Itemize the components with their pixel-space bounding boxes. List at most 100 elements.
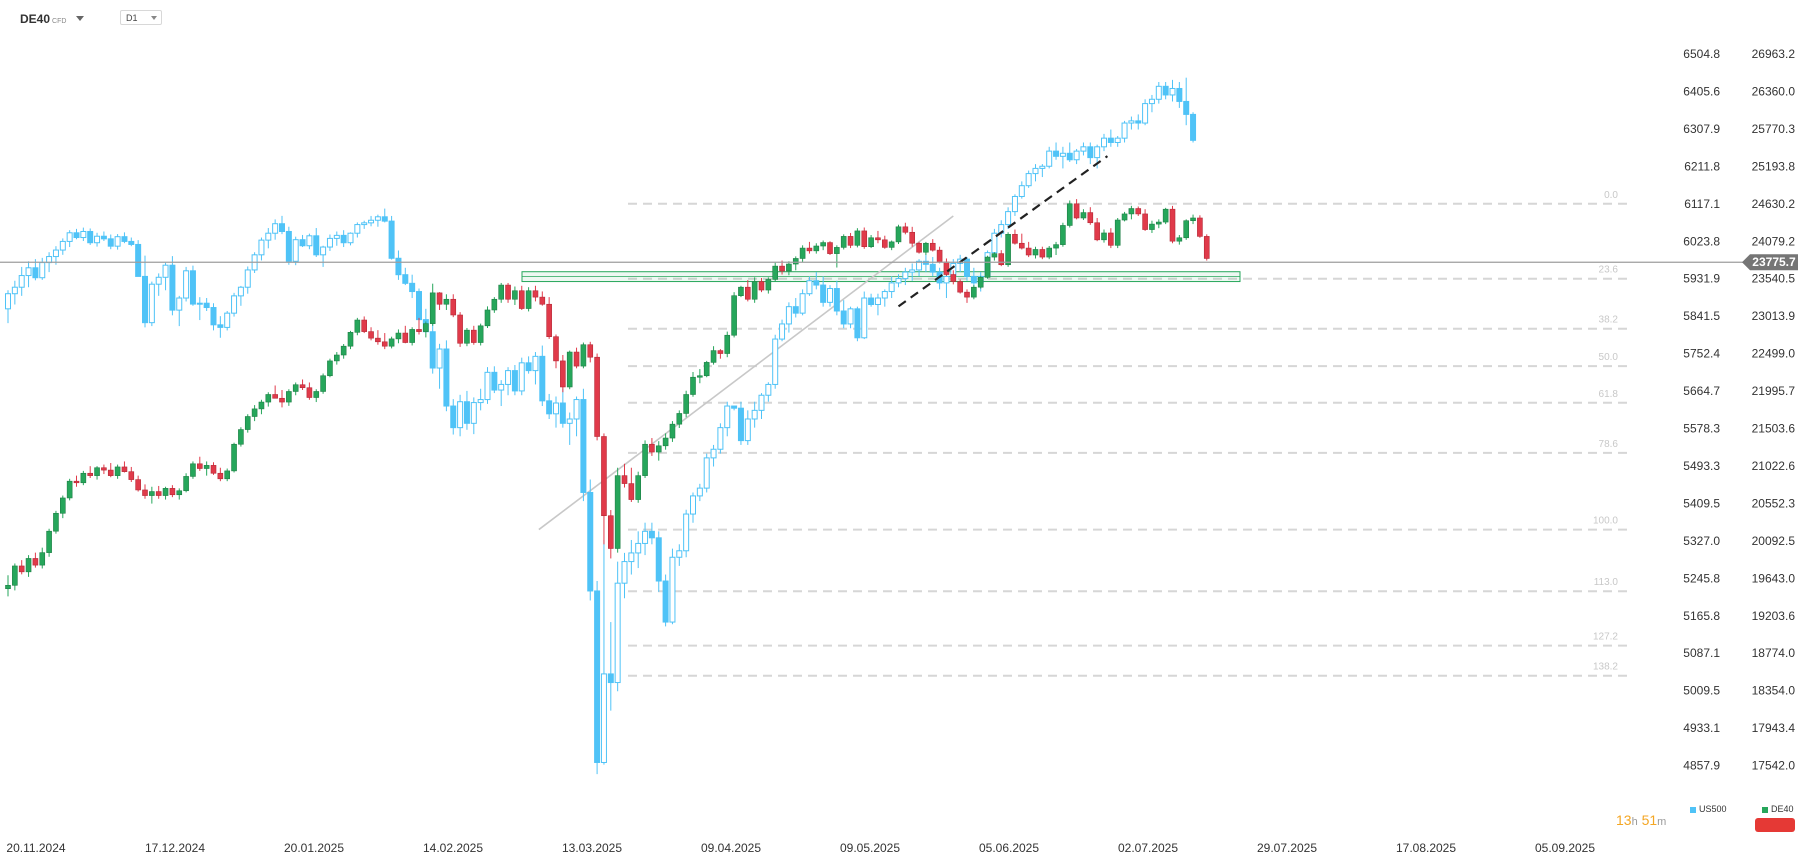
x-axis-label: 17.12.2024 <box>145 841 205 855</box>
y-axis-right-label: 21995.7 <box>1752 384 1796 398</box>
candle-body <box>347 232 354 244</box>
candle-body <box>971 286 977 298</box>
timeframe-select[interactable]: D1 <box>120 10 162 25</box>
fib-label: 113.0 <box>1594 577 1619 588</box>
y-axis-left-label: 5664.7 <box>1683 384 1720 398</box>
candle-body <box>320 375 326 392</box>
x-axis-label: 20.11.2024 <box>6 841 65 855</box>
candle-body <box>347 332 354 347</box>
candle-body <box>621 475 628 484</box>
candle-body <box>600 673 607 763</box>
symbol-dropdown-caret-icon[interactable] <box>76 16 84 21</box>
candle-body <box>970 275 977 284</box>
candle-body <box>1156 221 1162 225</box>
candle-body <box>80 230 87 239</box>
candle-body <box>1073 203 1080 219</box>
candle-body <box>1060 225 1066 245</box>
candle-body <box>697 375 703 378</box>
candle-body <box>1169 87 1176 96</box>
candle-body <box>799 293 806 314</box>
candle-body <box>607 673 614 684</box>
candle-body <box>272 394 278 399</box>
candle-body <box>1128 208 1135 215</box>
candle-body <box>929 242 936 251</box>
candle-body <box>785 306 792 325</box>
candle-body <box>1046 150 1053 167</box>
y-axis-right-label: 23540.5 <box>1752 272 1796 286</box>
candle-body <box>854 230 861 246</box>
candle-body <box>457 314 463 344</box>
candle-body <box>525 290 532 309</box>
candle-body <box>902 271 909 280</box>
candle-body <box>1176 237 1183 242</box>
candle-body <box>916 242 922 253</box>
candle-body <box>238 429 244 445</box>
timeframe-value: D1 <box>126 13 138 23</box>
symbol-selector[interactable]: DE40 CFD <box>20 12 66 26</box>
candle-body <box>1197 217 1203 237</box>
candle-body <box>1059 152 1066 157</box>
candle-body <box>443 298 450 305</box>
candle-body <box>1135 120 1142 124</box>
legend-us500[interactable]: US500 <box>1690 804 1727 814</box>
candle-body <box>149 491 155 496</box>
chart-toolbar: DE40 CFD D1 <box>0 0 1810 36</box>
candle-body <box>388 338 395 347</box>
candle-body <box>423 323 429 332</box>
candle-body <box>875 237 881 241</box>
candle-body <box>11 286 18 295</box>
candle-body <box>703 362 710 377</box>
candle-body <box>655 445 662 453</box>
candle-body <box>12 565 18 586</box>
candle-body <box>128 471 135 480</box>
y-axis-left-label: 6211.8 <box>1684 159 1720 173</box>
candle-body <box>655 537 662 582</box>
x-axis-label: 02.07.2025 <box>1118 841 1178 855</box>
candle-body <box>573 399 580 420</box>
candle-body <box>142 489 148 496</box>
y-axis-right-label: 26360.0 <box>1752 84 1796 98</box>
candle-body <box>868 237 874 248</box>
candle-body <box>361 222 368 226</box>
candle-body <box>874 297 881 306</box>
candle-body <box>128 240 135 245</box>
candle-body <box>1162 208 1169 223</box>
candle-body <box>484 309 491 327</box>
candle-body <box>470 402 477 424</box>
legend-swatch-de40 <box>1762 806 1768 813</box>
fib-label: 38.2 <box>1599 315 1619 326</box>
fib-label: 23.6 <box>1599 265 1619 276</box>
candle-body <box>512 290 518 300</box>
candle-body <box>306 235 313 247</box>
candle-body <box>820 242 826 247</box>
candle-body <box>943 261 950 275</box>
candle-body <box>642 443 648 476</box>
candle-body <box>100 235 107 240</box>
y-axis-right-label: 24079.2 <box>1752 234 1796 248</box>
y-axis-right-label: 17542.0 <box>1752 759 1796 773</box>
legend-de40[interactable]: DE40 <box>1762 804 1794 814</box>
candle-body <box>1142 103 1149 124</box>
candle-body <box>786 263 792 272</box>
candle-body <box>909 231 916 244</box>
candle-body <box>429 292 436 324</box>
candle-body <box>1094 222 1100 241</box>
candle-body <box>964 291 970 298</box>
candle-body <box>155 276 162 285</box>
candle-body <box>224 470 230 480</box>
sell-button[interactable] <box>1755 818 1795 832</box>
candle-body <box>258 239 265 256</box>
candle-body <box>326 237 333 248</box>
candle-body <box>929 263 936 273</box>
candle-body <box>285 230 292 262</box>
y-axis-left-label: 5841.5 <box>1683 309 1720 323</box>
candle-body <box>1087 146 1094 159</box>
trendline-dashed <box>897 155 1109 308</box>
x-axis-label: 17.08.2025 <box>1396 841 1456 855</box>
candle-body <box>87 230 94 244</box>
candle-body <box>320 246 327 256</box>
candle-body <box>505 370 512 385</box>
candle-body <box>155 491 162 496</box>
candle-body <box>1114 137 1121 143</box>
